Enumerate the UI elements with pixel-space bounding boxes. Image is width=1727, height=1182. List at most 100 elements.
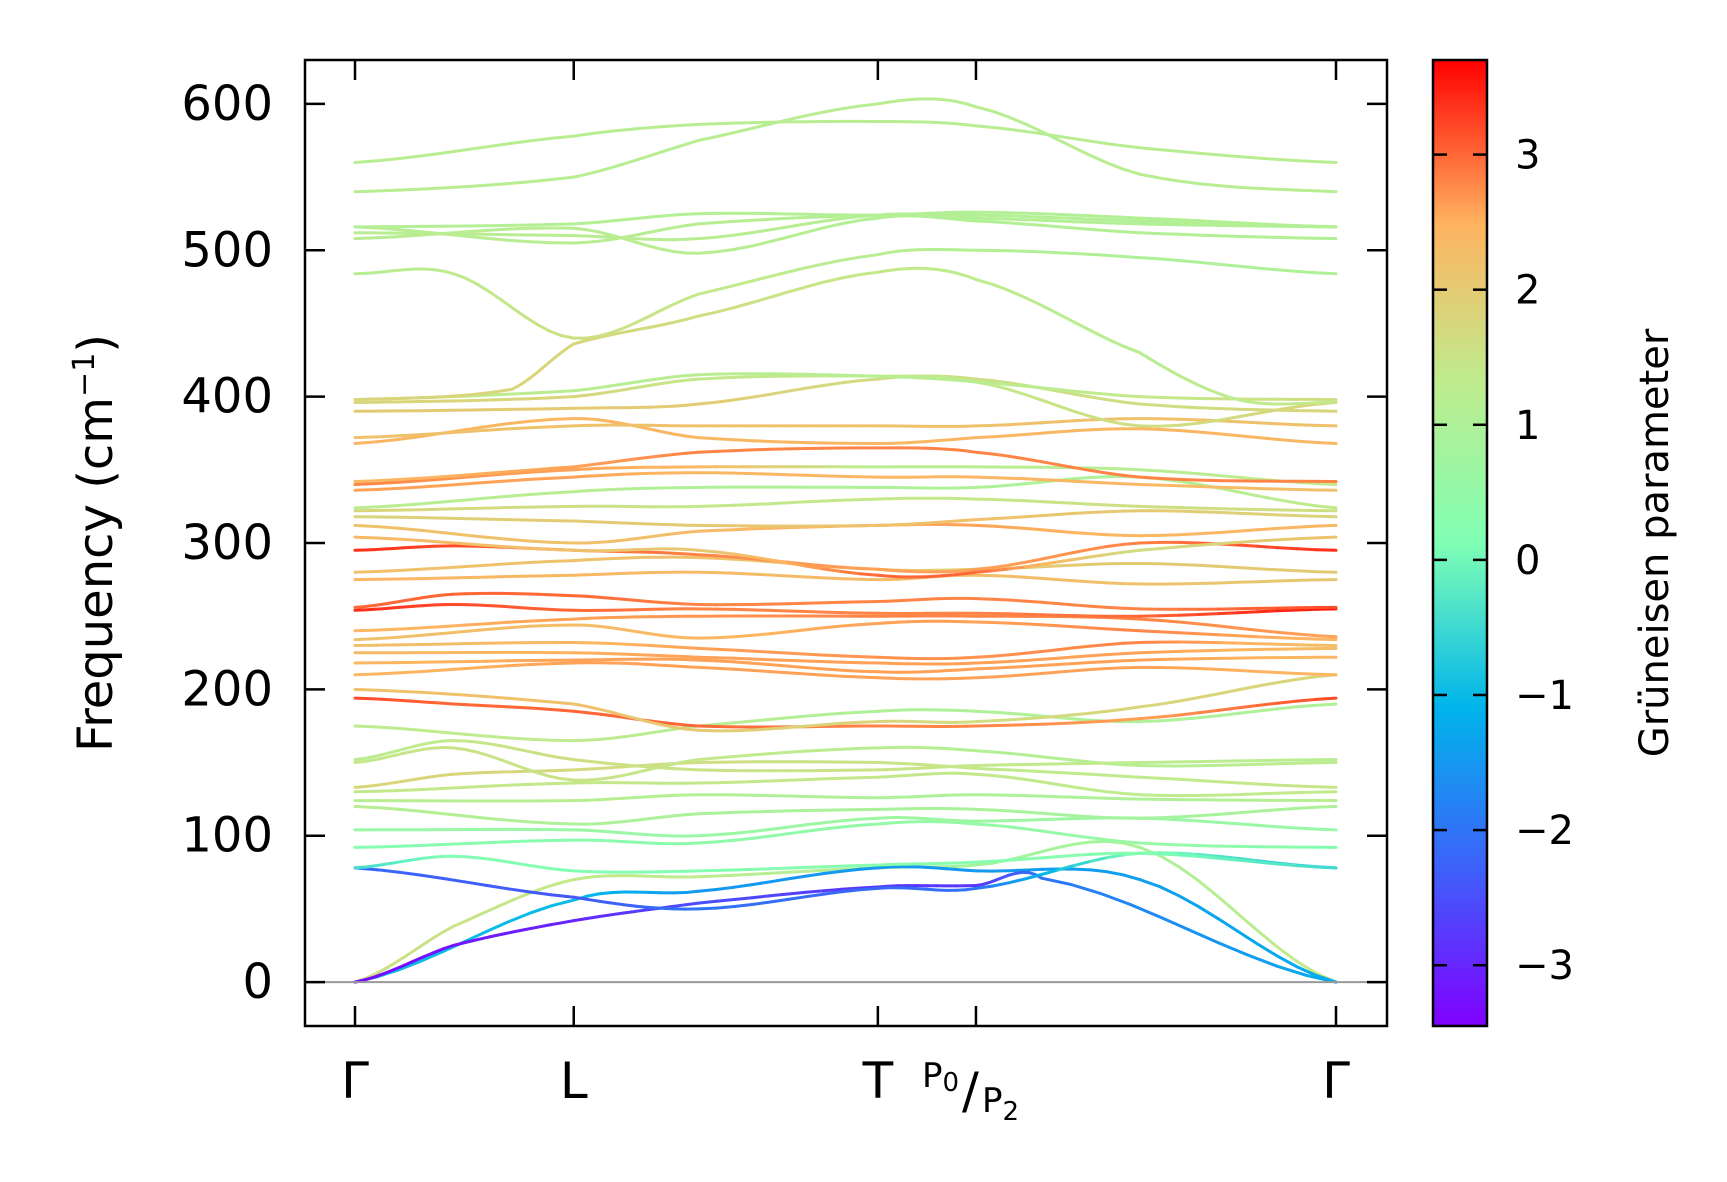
band-segment: [624, 323, 637, 329]
band-segment: [1091, 645, 1107, 647]
band-segment: [1297, 571, 1317, 572]
band-segment: [624, 599, 637, 600]
band-segment: [1238, 612, 1258, 613]
band-segment: [421, 789, 443, 790]
band-segment: [976, 487, 992, 488]
band-segment: [1009, 527, 1025, 528]
band-segment: [586, 876, 599, 877]
band-segment: [806, 750, 824, 751]
band-segment: [806, 668, 824, 669]
band-segment: [377, 637, 399, 638]
band-segment: [788, 716, 806, 718]
band-segment: [1277, 237, 1297, 238]
band-segment: [673, 405, 686, 406]
band-segment: [788, 475, 806, 476]
band-segment: [1199, 669, 1219, 670]
band-segment: [636, 128, 648, 129]
band-segment: [394, 861, 404, 863]
band-segment: [1140, 795, 1160, 796]
band-segment: [1074, 557, 1090, 560]
band-segment: [486, 785, 508, 786]
band-segment: [464, 786, 486, 787]
band-segment: [1107, 643, 1123, 644]
band-segment: [530, 906, 552, 913]
band-segment: [1107, 818, 1123, 819]
band-segment: [1140, 174, 1160, 178]
band-segment: [526, 317, 538, 325]
band-segment: [1009, 653, 1025, 655]
band-segment: [770, 894, 788, 896]
band-segment: [1179, 181, 1199, 184]
band-segment: [1091, 156, 1107, 163]
band-segment: [1042, 214, 1058, 215]
band-segment: [508, 738, 530, 739]
band-segment: [1179, 542, 1199, 543]
band-segment: [1238, 513, 1258, 514]
band-segment: [611, 220, 624, 221]
band-segment: [992, 127, 1008, 129]
band-segment: [1218, 186, 1238, 188]
band-segment: [992, 712, 1008, 713]
band-segment: [770, 391, 788, 394]
band-segment: [624, 798, 637, 799]
band-segment: [661, 455, 673, 456]
band-segment: [513, 748, 525, 751]
band-segment: [586, 559, 599, 560]
band-segment: [1258, 581, 1278, 582]
band-segment: [686, 436, 698, 438]
band-segment: [716, 133, 734, 137]
band-segment: [1107, 394, 1123, 395]
band-segment: [1258, 438, 1278, 440]
band-segment: [1025, 482, 1041, 484]
band-segment: [673, 905, 686, 907]
band-segment: [1297, 674, 1317, 675]
band-segment: [550, 609, 562, 610]
band-segment: [355, 726, 377, 727]
band-segment: [734, 782, 752, 783]
band-segment: [1159, 844, 1179, 845]
band-segment: [636, 328, 648, 330]
band-segment: [1238, 706, 1258, 708]
band-segment: [661, 377, 673, 379]
band-segment: [1277, 638, 1297, 639]
band-segment: [501, 746, 513, 748]
y-tick-label: 100: [181, 808, 273, 864]
band-segment: [698, 312, 716, 316]
band-segment: [624, 523, 637, 524]
band-segment: [1218, 626, 1238, 628]
band-segment: [686, 294, 698, 299]
band-segment: [1297, 634, 1317, 636]
band-segment: [574, 476, 586, 477]
band-segment: [1025, 298, 1041, 306]
band-segment: [673, 666, 686, 667]
band-segment: [716, 907, 734, 909]
band-segment: [1179, 508, 1199, 509]
band-segment: [1258, 268, 1278, 270]
band-segment: [661, 908, 673, 909]
band-segment: [1159, 150, 1179, 152]
band-segment: [806, 217, 824, 218]
band-segment: [992, 810, 1008, 811]
band-segment: [806, 829, 824, 831]
band-segment: [661, 836, 673, 837]
band-segment: [1123, 643, 1139, 644]
band-segment: [1238, 764, 1258, 765]
band-segment: [752, 394, 770, 397]
band-segment: [1297, 828, 1317, 829]
band-segment: [399, 189, 421, 190]
band-segment: [355, 639, 377, 640]
band-segment: [489, 905, 501, 910]
band-segment: [1218, 542, 1238, 543]
band-segment: [1123, 707, 1139, 709]
band-segment: [636, 242, 648, 246]
band-segment: [443, 578, 465, 579]
band-segment: [1058, 565, 1074, 566]
band-segment: [1277, 827, 1297, 828]
band-segment: [399, 235, 421, 237]
band-segment: [1218, 650, 1238, 651]
band-segment: [752, 836, 770, 838]
band-segment: [976, 662, 992, 663]
band-segment: [453, 921, 465, 926]
band-segment: [1025, 796, 1041, 797]
